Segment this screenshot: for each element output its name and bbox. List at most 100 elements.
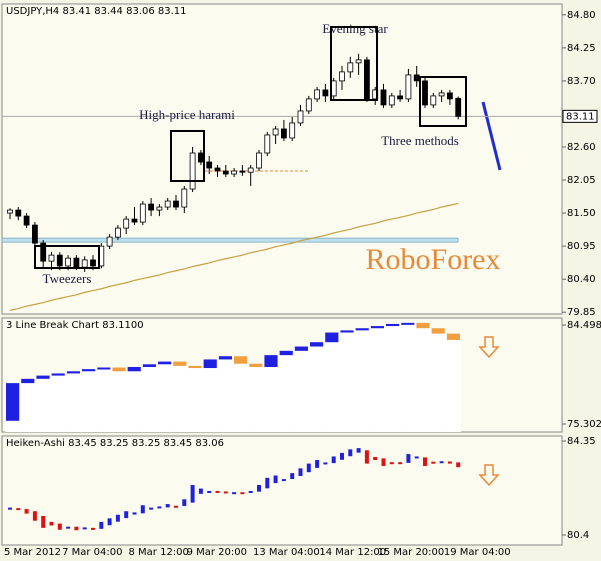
candle-body bbox=[247, 167, 254, 173]
x-tick-label: 19 Mar 04:00 bbox=[444, 547, 511, 558]
candle-body bbox=[305, 98, 312, 112]
candle-body bbox=[148, 203, 155, 211]
ha-candle bbox=[447, 461, 452, 464]
candle-body bbox=[173, 200, 179, 208]
candle-body bbox=[446, 92, 453, 100]
ha-candle bbox=[323, 462, 328, 465]
watermark: RoboForex bbox=[366, 243, 501, 276]
annotation: Evening star bbox=[322, 21, 388, 36]
ha-candle bbox=[431, 461, 436, 464]
fill-below bbox=[415, 322, 431, 432]
ha-candle bbox=[140, 505, 145, 514]
line-break-title: 3 Line Break Chart 83.1100 bbox=[6, 320, 144, 331]
ha-candle bbox=[281, 479, 286, 482]
candle-body bbox=[355, 59, 362, 64]
candle-body bbox=[239, 170, 246, 173]
candle-body bbox=[189, 152, 196, 190]
ha-candle bbox=[348, 449, 353, 457]
y-tick-label: 75.302 bbox=[567, 419, 601, 430]
ha-candle bbox=[174, 505, 178, 508]
ha-candle bbox=[99, 521, 104, 529]
fill-below bbox=[157, 361, 173, 432]
box-evening-star bbox=[330, 26, 378, 101]
y-tick-label: 84.25 bbox=[567, 43, 596, 54]
brick bbox=[370, 326, 384, 329]
brick bbox=[401, 322, 415, 325]
trend-arrow bbox=[481, 101, 502, 171]
brick bbox=[264, 355, 278, 367]
brick bbox=[82, 369, 96, 372]
ha-candle bbox=[157, 506, 162, 509]
candle-body bbox=[272, 128, 279, 136]
candle-body bbox=[363, 59, 370, 100]
fill-below bbox=[111, 367, 127, 432]
brick bbox=[36, 375, 50, 379]
y-tick-label: 80.95 bbox=[567, 241, 596, 252]
moving-average bbox=[9, 202, 459, 311]
box-three-methods bbox=[419, 76, 467, 127]
brick bbox=[51, 373, 65, 376]
brick bbox=[279, 350, 293, 356]
brick bbox=[386, 323, 400, 327]
ha-candle bbox=[182, 499, 187, 506]
fill-below bbox=[233, 356, 249, 432]
candle-body bbox=[90, 259, 96, 267]
ha-candle bbox=[423, 457, 427, 466]
brick bbox=[21, 378, 35, 384]
x-tick-label: 13 Mar 04:00 bbox=[253, 547, 320, 558]
candle-body bbox=[7, 209, 13, 214]
ha-candle bbox=[439, 461, 444, 464]
candle-body bbox=[15, 209, 22, 217]
fill-below bbox=[248, 363, 264, 432]
fill-below bbox=[202, 359, 218, 432]
ha-candle bbox=[165, 504, 170, 508]
ha-candle bbox=[223, 491, 228, 494]
brick bbox=[203, 359, 217, 369]
ha-candle bbox=[340, 452, 344, 460]
brick bbox=[340, 330, 354, 333]
ha-candle bbox=[16, 508, 21, 511]
candle-body bbox=[123, 218, 130, 229]
ha-candle bbox=[91, 527, 95, 530]
candle-body bbox=[380, 89, 387, 106]
ha-candle bbox=[215, 490, 220, 493]
brick bbox=[310, 342, 324, 347]
candle-body bbox=[156, 206, 163, 211]
fill-below bbox=[354, 328, 370, 432]
ha-candle bbox=[66, 526, 71, 529]
y-tick-label: 82.05 bbox=[567, 175, 596, 186]
candle-body bbox=[314, 89, 321, 100]
candle-body bbox=[73, 257, 80, 268]
y-tick-label: 84.80 bbox=[567, 10, 596, 21]
ha-candle bbox=[364, 450, 369, 464]
brick bbox=[142, 364, 156, 367]
support-band bbox=[1, 237, 459, 243]
candle-body bbox=[297, 110, 304, 124]
brick bbox=[188, 365, 202, 369]
candle-body bbox=[214, 167, 221, 172]
ha-candle bbox=[74, 526, 79, 531]
fill-below bbox=[445, 333, 461, 432]
brick bbox=[158, 361, 172, 365]
candle-body bbox=[430, 95, 437, 106]
ha-candle bbox=[107, 518, 112, 526]
pattern-boxes bbox=[34, 26, 467, 269]
candle-body bbox=[256, 152, 262, 169]
ha-candle bbox=[381, 458, 386, 466]
ha-candle bbox=[414, 456, 419, 459]
y-tick-label: 84.498 bbox=[567, 320, 601, 331]
ha-candle bbox=[456, 462, 461, 468]
ha-candle bbox=[149, 507, 154, 510]
y-tick-label: 82.60 bbox=[567, 142, 596, 153]
brick bbox=[355, 328, 369, 331]
ha-candle bbox=[373, 456, 378, 461]
candle-body bbox=[438, 92, 445, 97]
main-title: USDJPY,H4 83.41 83.44 83.06 83.11 bbox=[6, 6, 187, 17]
candle-body bbox=[322, 89, 329, 97]
candle-body bbox=[413, 74, 420, 82]
candle-body bbox=[231, 170, 238, 175]
fill-below bbox=[217, 356, 233, 432]
ha-candle bbox=[406, 454, 411, 463]
x-tick-label: 9 Mar 20:00 bbox=[187, 547, 247, 558]
